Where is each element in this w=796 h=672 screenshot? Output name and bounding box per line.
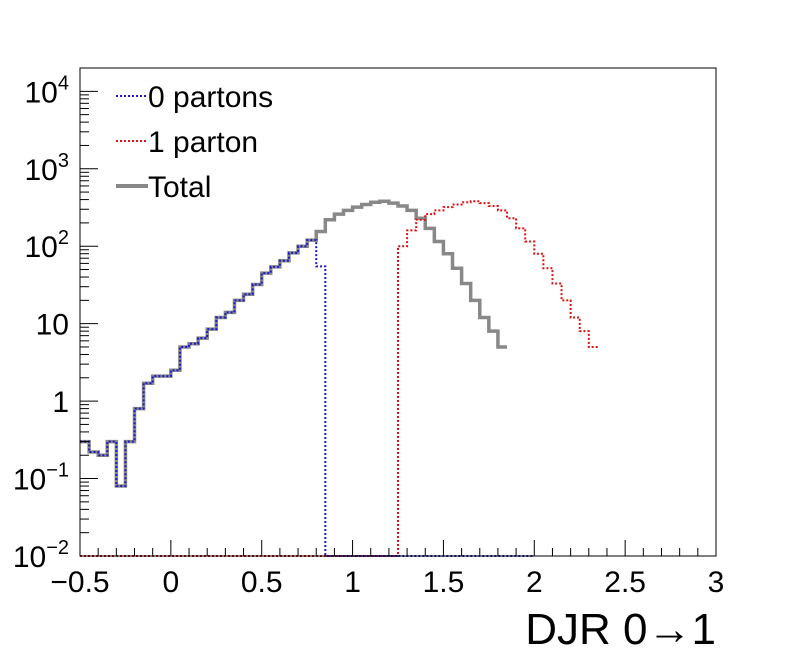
x-tick-label: 1: [344, 566, 361, 599]
x-tick-label: 3: [708, 566, 725, 599]
y-tick-label: 10−2: [13, 537, 69, 574]
legend-entry: 1 parton: [148, 126, 258, 159]
y-tick-label: 102: [25, 227, 70, 264]
x-tick-label: −0.5: [50, 566, 109, 599]
legend: 0 partons 1 parton Total: [116, 81, 273, 204]
y-tick-label: 104: [25, 72, 70, 109]
plot-frame: [79, 67, 717, 557]
y-tick-label: 103: [25, 150, 70, 187]
y-axis: 10−2 10−1 1 10 102 103 104: [13, 67, 98, 574]
y-tick-label: 10: [36, 309, 69, 342]
legend-entry: Total: [148, 171, 211, 204]
x-tick-label: 0: [163, 566, 180, 599]
x-tick-label: 1.5: [423, 566, 465, 599]
y-tick-label: 10−1: [13, 460, 69, 497]
x-axis: −0.5 0 0.5 1 1.5 2 2.5 3: [50, 540, 724, 599]
y-tick-label: 1: [52, 386, 69, 419]
legend-entry: 0 partons: [148, 81, 273, 114]
x-axis-label: DJR 0→1: [525, 605, 716, 654]
x-tick-label: 0.5: [241, 566, 283, 599]
x-tick-label: 2.5: [604, 566, 646, 599]
x-tick-label: 2: [526, 566, 543, 599]
